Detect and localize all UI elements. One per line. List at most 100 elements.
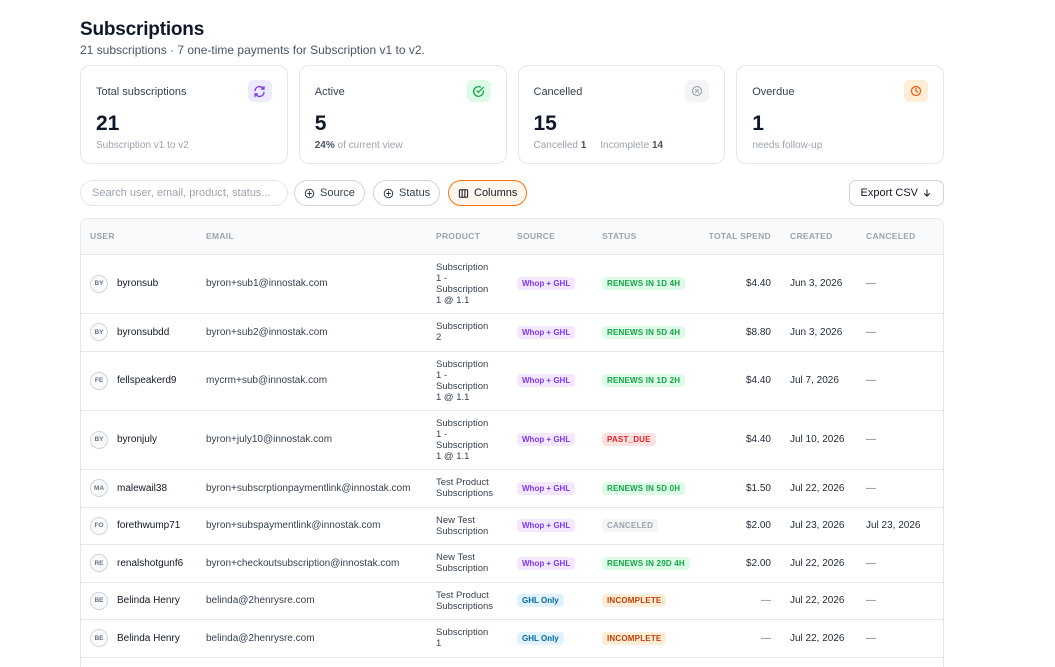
product-line: Subscription <box>436 380 489 392</box>
created-cell: Jul 23, 2026 <box>790 520 845 531</box>
user-name: Belinda Henry <box>117 632 180 644</box>
source-cell: Whop + GHL <box>508 469 593 507</box>
column-header-status[interactable]: STATUS <box>602 231 637 242</box>
product-line: Subscription <box>436 283 489 295</box>
column-header-source[interactable]: SOURCE <box>517 231 556 242</box>
user-name: fellspeakerd9 <box>117 375 177 386</box>
column-header-product[interactable]: PRODUCT <box>436 231 481 242</box>
product-line: 1 @ 1.1 <box>436 294 470 306</box>
stat-card-total: Total subscriptions 21 Subscription v1 t… <box>80 65 288 164</box>
product-line: 1 @ 1.1 <box>436 450 470 462</box>
total-spend-cell: $4.40 <box>745 434 771 445</box>
canceled-cell: — <box>866 434 876 445</box>
user-email: byron+subspaymentlink@innostak.com <box>206 520 381 531</box>
status-filter-button[interactable]: Status <box>373 180 441 206</box>
plus-circle-icon <box>383 188 394 198</box>
table-header-row: USER EMAIL PRODUCT SOURCE STATUS TOTAL S… <box>81 219 943 254</box>
status-badge: PAST_DUE <box>602 433 656 446</box>
user-email: belinda@2henrysre.com <box>206 632 315 644</box>
total-spend-cell: — <box>761 595 771 606</box>
table-row[interactable]: MA malewail38 byron+subscrptionpaymentli… <box>81 469 943 507</box>
column-header-email[interactable]: EMAIL <box>206 231 234 242</box>
created-cell: Jun 3, 2026 <box>790 326 843 338</box>
avatar: BY <box>90 430 108 449</box>
search-input[interactable] <box>80 180 288 206</box>
status-badge: RENEWS IN 1D 2H <box>602 374 686 387</box>
table-row[interactable]: BY byronjuly byron+july10@innostak.com S… <box>81 410 943 469</box>
avatar: RE <box>90 554 108 572</box>
user-email: byron+sub1@innostak.com <box>206 278 328 289</box>
stat-card-sub: needs follow-up <box>752 140 823 151</box>
check-circle-icon <box>466 80 491 102</box>
product-line: 1 - <box>436 428 448 440</box>
canceled-cell: — <box>866 482 876 494</box>
column-header-total-spend[interactable]: TOTAL SPEND <box>708 231 771 242</box>
source-badge: Whop + GHL <box>517 481 576 495</box>
status-badge: RENEWS IN 5D 0H <box>602 481 686 495</box>
subscriptions-page: Subscriptions 21 subscriptions · 7 one-t… <box>80 20 944 667</box>
product-line: 1 <box>436 638 442 649</box>
canceled-cell: Jul 23, 2026 <box>866 520 921 531</box>
user-cell: BY byronsubdd <box>81 313 197 351</box>
product-line: New Test <box>436 514 475 526</box>
avatar: MA <box>90 479 108 497</box>
stat-card-label: Overdue <box>752 86 795 98</box>
source-cell: Whop + GHL <box>508 351 593 410</box>
stat-card-value: 15 <box>533 112 557 135</box>
clock-icon <box>904 80 928 102</box>
table-row[interactable]: RE renalshotgunf6 byron+checkoutsubscrip… <box>81 544 943 582</box>
total-spend-cell: $2.00 <box>745 557 771 569</box>
table-row[interactable]: Subscription <box>81 657 943 667</box>
status-cell: RENEWS IN 1D 4H <box>593 254 691 313</box>
export-csv-label: Export CSV <box>860 187 918 199</box>
column-header-user[interactable]: USER <box>90 231 115 242</box>
stat-card-sub: Subscription v1 to v2 <box>96 140 189 151</box>
email-cell: byron+subscrptionpaymentlink@innostak.co… <box>197 469 427 507</box>
user-name: Belinda Henry <box>117 595 180 606</box>
product-line: Subscription <box>436 417 489 429</box>
status-badge: RENEWS IN 5D 4H <box>602 325 686 339</box>
created-cell: Jul 22, 2026 <box>790 482 845 494</box>
status-badge: INCOMPLETE <box>602 594 667 607</box>
status-badge: RENEWS IN 1D 4H <box>602 277 686 290</box>
export-csv-button[interactable]: Export CSV <box>848 180 944 206</box>
status-badge: RENEWS IN 29D 4H <box>602 556 690 570</box>
user-email: byron+subscrptionpaymentlink@innostak.co… <box>206 482 411 494</box>
product-line: 1 @ 1.1 <box>436 391 470 403</box>
source-filter-button[interactable]: Source <box>294 180 365 206</box>
table-row[interactable]: BY byronsubdd byron+sub2@innostak.com Su… <box>81 313 943 351</box>
status-cell: RENEWS IN 1D 2H <box>593 351 691 410</box>
source-cell: Whop + GHL <box>508 313 593 351</box>
table-row[interactable]: BE Belinda Henry belinda@2henrysre.com S… <box>81 619 943 657</box>
columns-button[interactable]: Columns <box>448 180 528 206</box>
user-cell: BE Belinda Henry <box>81 582 197 619</box>
column-header-canceled[interactable]: CANCELED <box>866 231 916 242</box>
product-cell: Subscription <box>427 657 508 667</box>
plus-circle-icon <box>304 188 315 198</box>
stat-card-value: 1 <box>752 112 764 135</box>
avatar: FO <box>90 516 108 535</box>
table-row[interactable]: BE Belinda Henry belinda@2henrysre.com T… <box>81 582 943 619</box>
status-cell: INCOMPLETE <box>593 582 691 619</box>
source-cell: GHL Only <box>508 619 593 657</box>
table-row[interactable]: BY byronsub byron+sub1@innostak.com Subs… <box>81 254 943 313</box>
columns-icon <box>458 188 469 198</box>
product-cell: Subscription 1 - Subscription 1 @ 1.1 <box>427 254 508 313</box>
user-name: byronjuly <box>117 434 158 445</box>
table-row[interactable]: FO forethwump71 byron+subspaymentlink@in… <box>81 507 943 544</box>
product-line: Test Product <box>436 477 489 488</box>
product-cell: New Test Subscription <box>427 544 508 582</box>
email-cell: byron+sub2@innostak.com <box>197 313 427 351</box>
total-spend-cell: $4.40 <box>745 278 771 289</box>
page-subtitle: 21 subscriptions · 7 one-time payments f… <box>80 43 425 57</box>
product-cell: Subscription 2 <box>427 313 508 351</box>
product-line: 2 <box>436 332 442 343</box>
email-cell: belinda@2henrysre.com <box>197 619 427 657</box>
column-header-created[interactable]: CREATED <box>790 231 833 242</box>
stat-card-overdue: Overdue 1 needs follow-up <box>736 65 944 164</box>
stat-cards: Total subscriptions 21 Subscription v1 t… <box>80 65 944 164</box>
total-spend-cell: $8.80 <box>745 326 771 338</box>
email-cell: byron+subspaymentlink@innostak.com <box>197 507 427 544</box>
source-cell: Whop + GHL <box>508 410 593 469</box>
table-row[interactable]: FE fellspeakerd9 mycrm+sub@innostak.com … <box>81 351 943 410</box>
